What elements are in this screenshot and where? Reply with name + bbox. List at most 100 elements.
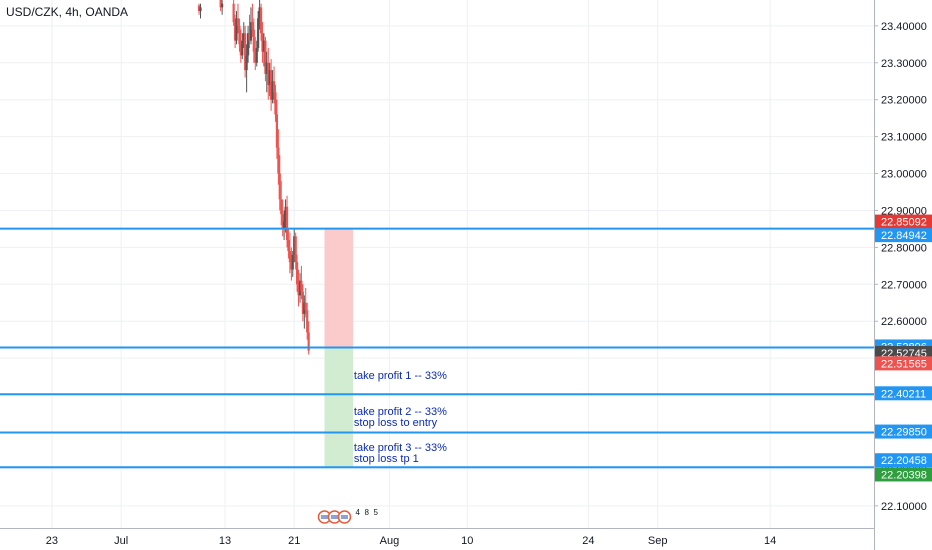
price-tick-label: 22.60000	[881, 316, 927, 328]
annotations: take profit 1 -- 33% take profit 2 -- 33%…	[354, 370, 447, 465]
candle-body	[252, 29, 255, 52]
price-tag[interactable]	[875, 453, 932, 468]
time-tick-label: 10	[461, 535, 473, 547]
price-tag[interactable]	[875, 386, 932, 401]
price-tag[interactable]	[875, 228, 932, 243]
time-tick-label: Jul	[114, 535, 128, 547]
candle-body	[281, 214, 284, 229]
event-count-label: 4	[355, 508, 360, 517]
candle-body	[303, 302, 306, 314]
price-tick-label: 23.10000	[881, 132, 927, 144]
symbol-title: USD/CZK, 4h, OANDA	[6, 5, 129, 19]
candle-body	[290, 262, 293, 270]
candle-body	[275, 114, 279, 148]
price-tag[interactable]	[875, 467, 932, 482]
candle-body	[251, 22, 254, 30]
candle-body	[254, 51, 257, 63]
horizontal-levels[interactable]	[0, 227, 874, 469]
time-tick-label: Aug	[380, 535, 400, 547]
candle-body	[274, 92, 277, 115]
annotation-text: stop loss tp 1	[354, 453, 419, 465]
candle-body	[221, 3, 224, 8]
candle-body	[301, 291, 304, 314]
candle-body	[272, 81, 276, 93]
candle-body	[248, 33, 251, 41]
candle-body	[219, 0, 222, 8]
candle-body	[232, 3, 235, 23]
candle-body	[278, 173, 281, 200]
candle-body	[197, 5, 201, 12]
candle-body	[280, 199, 283, 215]
price-axis[interactable]: 22.1000022.2000022.3000022.4000022.50000…	[874, 0, 932, 550]
candle-body	[239, 44, 242, 56]
candle-body	[304, 302, 307, 311]
candle-body	[259, 7, 263, 34]
candle-body	[307, 332, 310, 351]
candle-body	[241, 40, 244, 56]
chart-grid	[0, 0, 874, 528]
candle-body	[295, 262, 299, 285]
candle-body	[238, 25, 241, 45]
candle-body	[291, 254, 294, 270]
candle-body	[262, 40, 266, 52]
candle-body	[300, 280, 303, 292]
price-tick-label: 22.80000	[881, 242, 927, 254]
time-tick-label: 14	[764, 535, 776, 547]
time-tick-label: 24	[582, 535, 594, 547]
price-tag[interactable]	[875, 356, 932, 371]
candle-body	[249, 22, 253, 41]
candle-body	[287, 240, 290, 252]
candle-body	[245, 55, 248, 71]
candle-body	[282, 221, 286, 229]
candle-body	[265, 62, 268, 74]
stop-loss-zone	[324, 228, 354, 348]
candle-body	[293, 236, 296, 255]
candle-body	[242, 33, 245, 41]
candle-body	[261, 33, 264, 52]
price-tick-label: 22.90000	[881, 205, 927, 217]
event-count-label: 8	[364, 508, 369, 517]
annotation-text: take profit 3 -- 33%	[354, 442, 447, 454]
event-flag-inner	[330, 515, 338, 519]
candles	[197, 0, 310, 355]
price-tick-label: 23.00000	[881, 169, 927, 181]
price-tag-label: 22.20398	[881, 469, 927, 481]
candle-body	[306, 310, 309, 333]
candle-body	[284, 206, 287, 222]
candle-body	[255, 48, 258, 63]
candle-body	[199, 7, 202, 12]
candle-body	[258, 7, 261, 19]
candle-body	[294, 236, 297, 263]
candle-body	[288, 251, 291, 263]
candle-body	[235, 18, 238, 41]
time-tick-label: 23	[46, 535, 58, 547]
candle-body	[277, 147, 280, 174]
price-tag-label: 22.85092	[881, 217, 927, 229]
event-flag-inner	[340, 515, 348, 519]
candle-body	[268, 70, 271, 85]
time-tick-label: 21	[288, 535, 300, 547]
price-tag-label: 22.20458	[881, 455, 927, 467]
candle-body	[297, 284, 300, 296]
candle-body	[298, 280, 302, 296]
time-axis[interactable]: 23 Jul 13 21 Aug 10 24 Sep 14	[0, 528, 874, 548]
annotation-text: take profit 1 -- 33%	[354, 370, 447, 382]
price-tick-label: 22.10000	[881, 501, 927, 513]
candle-body	[270, 70, 273, 100]
candle-body	[246, 33, 250, 56]
price-tag-label: 22.84942	[881, 230, 927, 242]
candle-body	[285, 206, 289, 240]
candle-body	[271, 81, 274, 100]
time-tick-label: Sep	[648, 535, 668, 547]
candle-body	[236, 18, 240, 26]
candle-body	[267, 62, 270, 85]
time-tick-label: 13	[219, 535, 231, 547]
price-tick-label: 23.20000	[881, 95, 927, 107]
event-count-label: 5	[373, 508, 378, 517]
position-zones	[324, 228, 354, 468]
price-tag[interactable]	[875, 214, 932, 229]
price-tag[interactable]	[875, 424, 932, 439]
candle-body	[234, 22, 237, 41]
